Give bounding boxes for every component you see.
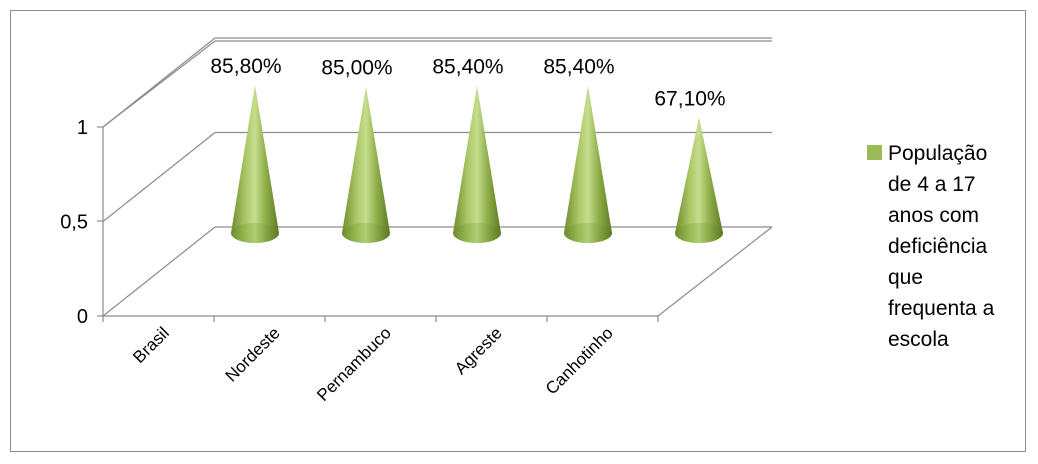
cone-body [675,117,723,243]
gridline [102,226,216,317]
cone-series [231,85,723,244]
gridlines [102,37,772,317]
gridline [102,37,216,128]
cone-canhotinho [675,117,723,243]
gridline [102,132,216,222]
cone-nordeste [342,86,390,244]
cone-agreste [564,85,612,244]
cone-body [342,86,390,244]
y-axis-ticks: 00,51 [60,117,88,328]
cone-body [231,85,279,243]
x-tick-label: Agreste [451,323,506,378]
cone-brasil [231,85,279,243]
chart-axes [97,40,773,322]
data-labels: 85,80% 85,00% 85,40% 85,40% 67,10% [210,55,725,110]
cone-base [342,223,390,243]
legend: População de 4 a 17 anos com deficiência que… [867,142,995,351]
y-tick-label: 0 [77,306,88,328]
cone-base [453,223,501,243]
y-tick-label: 1 [77,117,88,139]
cone-body [564,85,612,244]
data-label: 67,10% [654,87,725,110]
chart-frame [10,10,1026,452]
y-tick-label: 0,5 [60,212,88,234]
cone-body [453,85,501,244]
legend-swatch [867,145,882,160]
x-tick-label: Canhotinho [542,323,617,398]
cone-base [231,223,279,243]
legend-label: População de 4 a 17 anos com deficiência que… [888,142,995,351]
cone-base [564,223,612,243]
data-label: 85,40% [543,56,614,79]
cone-base [675,223,723,243]
cone-pernambuco [453,85,501,244]
x-tick-label: Nordeste [222,323,284,385]
x-axis-labels: Brasil Nordeste Pernambuco Agreste Canhotinh… [129,323,616,405]
x-tick-label: Pernambuco [313,323,395,405]
data-label: 85,40% [432,56,503,79]
data-label: 85,00% [321,56,392,79]
data-label: 85,80% [210,55,281,78]
x-tick-label: Brasil [129,323,172,366]
